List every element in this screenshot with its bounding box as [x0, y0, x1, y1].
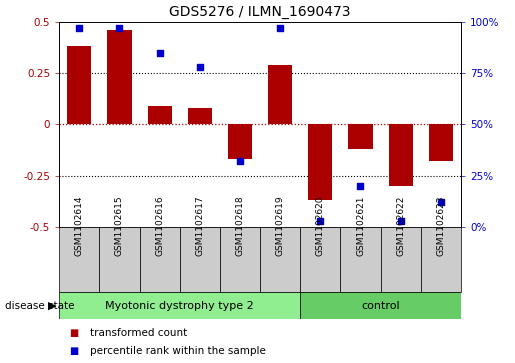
- Text: GSM1102617: GSM1102617: [195, 196, 204, 256]
- Text: transformed count: transformed count: [90, 329, 187, 338]
- FancyBboxPatch shape: [180, 227, 220, 292]
- Point: [437, 199, 445, 205]
- Text: GSM1102622: GSM1102622: [396, 196, 405, 256]
- Point: [196, 64, 204, 70]
- Text: Myotonic dystrophy type 2: Myotonic dystrophy type 2: [106, 301, 254, 311]
- Text: GSM1102614: GSM1102614: [75, 196, 84, 256]
- Text: ■: ■: [70, 346, 79, 356]
- FancyBboxPatch shape: [260, 227, 300, 292]
- Bar: [188, 108, 212, 124]
- Bar: [429, 124, 453, 161]
- Text: percentile rank within the sample: percentile rank within the sample: [90, 346, 266, 356]
- Text: ■: ■: [70, 329, 79, 338]
- Bar: [228, 124, 252, 159]
- Text: GSM1102621: GSM1102621: [356, 196, 365, 256]
- Point: [115, 25, 124, 31]
- FancyBboxPatch shape: [421, 227, 461, 292]
- FancyBboxPatch shape: [300, 292, 461, 319]
- Text: GSM1102620: GSM1102620: [316, 196, 325, 256]
- FancyBboxPatch shape: [59, 292, 300, 319]
- Point: [236, 158, 244, 164]
- Point: [156, 50, 164, 56]
- FancyBboxPatch shape: [59, 227, 99, 292]
- Point: [397, 218, 405, 224]
- Bar: [349, 124, 372, 149]
- Point: [316, 218, 324, 224]
- Text: GSM1102616: GSM1102616: [155, 196, 164, 256]
- Bar: [108, 30, 131, 124]
- Bar: [308, 124, 332, 200]
- Bar: [67, 46, 91, 124]
- Point: [75, 25, 83, 31]
- Text: disease state: disease state: [5, 301, 75, 311]
- Point: [276, 25, 284, 31]
- Text: GSM1102619: GSM1102619: [276, 196, 285, 256]
- Title: GDS5276 / ILMN_1690473: GDS5276 / ILMN_1690473: [169, 5, 351, 19]
- Bar: [148, 106, 171, 124]
- Point: [356, 183, 365, 189]
- Text: GSM1102618: GSM1102618: [235, 196, 245, 256]
- FancyBboxPatch shape: [140, 227, 180, 292]
- Text: GSM1102615: GSM1102615: [115, 196, 124, 256]
- Text: control: control: [362, 301, 400, 311]
- FancyBboxPatch shape: [99, 227, 140, 292]
- FancyBboxPatch shape: [300, 227, 340, 292]
- FancyBboxPatch shape: [340, 227, 381, 292]
- Text: ▶: ▶: [48, 301, 57, 311]
- FancyBboxPatch shape: [220, 227, 260, 292]
- Bar: [268, 65, 292, 124]
- Bar: [389, 124, 413, 186]
- Text: GSM1102623: GSM1102623: [436, 196, 445, 256]
- FancyBboxPatch shape: [381, 227, 421, 292]
